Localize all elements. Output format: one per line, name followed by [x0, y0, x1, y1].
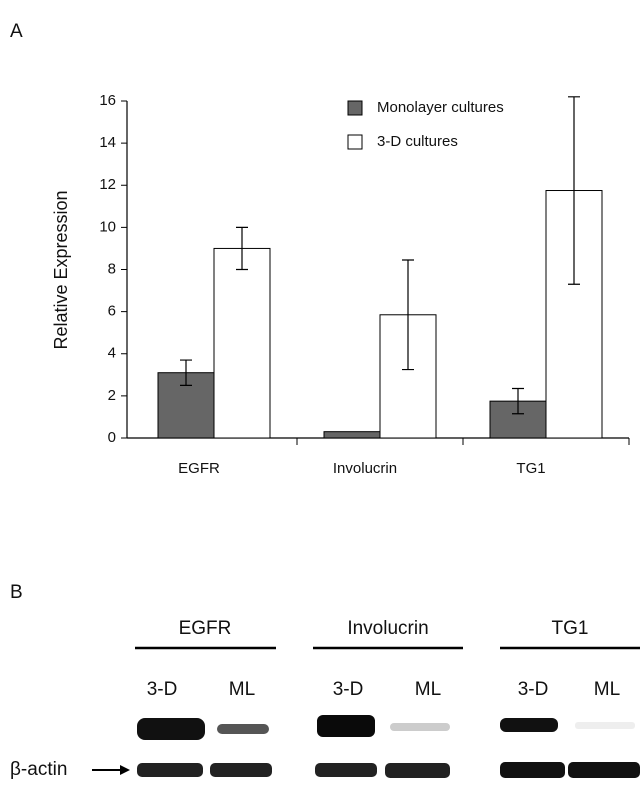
lane-label: ML: [229, 679, 255, 700]
band: [500, 762, 565, 778]
band: [137, 718, 205, 740]
y-tick-label: 2: [108, 387, 116, 404]
band: [315, 763, 377, 777]
y-axis-label: Relative Expression: [51, 190, 71, 349]
y-tick-label: 8: [108, 260, 116, 277]
band: [500, 718, 558, 732]
lane-label: ML: [594, 679, 620, 700]
lane-label: 3-D: [518, 679, 549, 700]
legend-swatch: [348, 135, 362, 149]
band: [390, 723, 450, 731]
y-tick-label: 14: [99, 134, 116, 151]
x-tick-label: TG1: [516, 460, 545, 477]
lane-label: ML: [415, 679, 441, 700]
band: [137, 763, 203, 777]
bar: [324, 432, 380, 438]
lane-label: 3-D: [333, 679, 364, 700]
y-tick-label: 12: [99, 176, 116, 193]
y-tick-label: 16: [99, 92, 116, 109]
band: [210, 763, 272, 777]
blot: EGFR Involucrin TG1 3-D ML 3-D ML 3-D ML…: [10, 618, 640, 780]
control-label: β-actin: [10, 759, 67, 780]
band: [217, 724, 269, 734]
gene-label: EGFR: [179, 618, 232, 639]
x-tick-label: EGFR: [178, 460, 220, 477]
x-tick-label: Involucrin: [333, 460, 397, 477]
lane-label: 3-D: [147, 679, 178, 700]
legend-label: Monolayer cultures: [377, 99, 504, 116]
band: [385, 763, 450, 778]
gene-label: TG1: [552, 618, 589, 639]
arrow-head: [120, 765, 130, 775]
panel-label: B: [10, 582, 23, 603]
panel-label: A: [10, 21, 23, 42]
band: [568, 762, 640, 778]
gene-label: Involucrin: [347, 618, 428, 639]
y-tick-label: 10: [99, 218, 116, 235]
figure: A B Relative Expression EGFR Involucrin …: [0, 0, 642, 801]
band: [575, 722, 635, 729]
y-tick-label: 0: [108, 429, 116, 446]
band: [317, 715, 375, 737]
bar: [214, 248, 270, 438]
legend-swatch: [348, 101, 362, 115]
y-tick-label: 6: [108, 303, 116, 320]
legend-label: 3-D cultures: [377, 133, 458, 150]
y-tick-label: 4: [108, 345, 116, 362]
